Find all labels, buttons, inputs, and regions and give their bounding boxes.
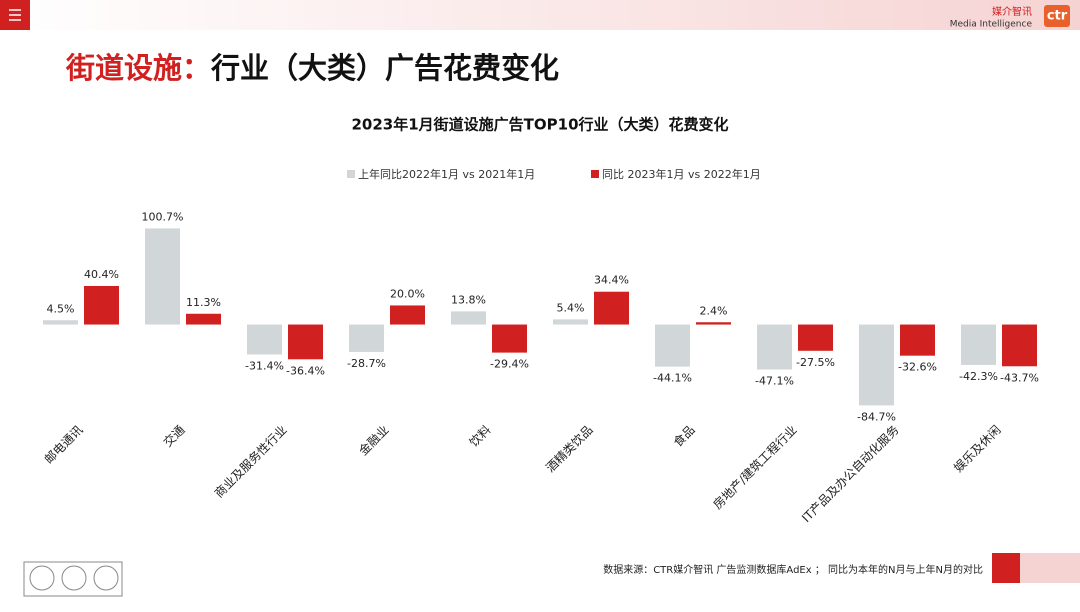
- bar: [1002, 324, 1037, 367]
- x-tick-label: 邮电通讯: [42, 423, 86, 467]
- title-highlight: 街道设施：: [65, 51, 211, 85]
- bar: [349, 324, 384, 352]
- x-tick-label: 金融业: [356, 422, 392, 458]
- x-tick-label: 房地产/建筑工程行业: [710, 422, 800, 512]
- value-label: -27.5%: [796, 356, 835, 369]
- value-label: -47.1%: [755, 375, 794, 388]
- value-label: 40.4%: [84, 268, 119, 281]
- x-tick-label: 酒精类饮品: [543, 423, 595, 475]
- value-label: -42.3%: [959, 370, 998, 383]
- value-label: 20.0%: [390, 287, 425, 300]
- bar: [859, 324, 894, 406]
- page-title: 街道设施：行业（大类）广告花费变化: [65, 51, 559, 85]
- value-label: -32.6%: [898, 361, 937, 374]
- legend-swatch: [591, 170, 599, 178]
- logo-badge: [1044, 5, 1070, 27]
- bar: [900, 324, 935, 356]
- bar: [553, 319, 588, 325]
- bar: [798, 324, 833, 351]
- top-bar: [0, 0, 1080, 30]
- title-rest: 行业（大类）广告花费变化: [210, 51, 559, 85]
- certification-logos: [23, 561, 123, 597]
- bar: [451, 311, 486, 325]
- x-tick-label: IT产品及办公自动化服务: [798, 422, 901, 525]
- plot: 上年同比2022年1月 vs 2021年1月 同比 2023年1月 vs 2022…: [42, 167, 1039, 525]
- legend-swatch: [347, 170, 355, 178]
- value-label: 11.3%: [186, 296, 221, 309]
- logo-mark: ctr: [1047, 9, 1068, 24]
- x-tick-label: 娱乐及休闲: [951, 423, 1003, 475]
- bar: [84, 285, 119, 325]
- bar: [492, 324, 527, 353]
- bar: [696, 322, 731, 325]
- bar: [961, 324, 996, 365]
- logo-en: Media Intelligence: [950, 20, 1033, 30]
- x-tick-label: 饮料: [467, 423, 494, 450]
- bar: [757, 324, 792, 370]
- value-label: -43.7%: [1000, 371, 1039, 384]
- value-label: 34.4%: [594, 274, 629, 287]
- bar: [655, 324, 690, 367]
- value-label: -36.4%: [286, 364, 325, 377]
- corner-accent: [992, 553, 1020, 583]
- value-label: -84.7%: [857, 410, 896, 423]
- legend-label: 同比 2023年1月 vs 2022年1月: [602, 167, 761, 181]
- value-label: 4.5%: [47, 302, 75, 315]
- logo-cn: 媒介智讯: [992, 5, 1032, 18]
- value-label: -29.4%: [490, 358, 529, 371]
- bar: [390, 305, 425, 325]
- corner-block: [1020, 553, 1080, 583]
- x-tick-label: 商业及服务性行业: [211, 422, 289, 500]
- bar: [247, 324, 282, 355]
- bar: [145, 228, 180, 325]
- source-note: 数据来源：CTR媒介智讯 广告监测数据库AdEx ； 同比为本年的N月与上年N月…: [603, 563, 983, 576]
- value-label: 13.8%: [451, 293, 486, 306]
- value-label: -44.1%: [653, 372, 692, 385]
- x-tick-label: 交通: [160, 422, 188, 450]
- value-label: -31.4%: [245, 360, 284, 373]
- menu-icon: [9, 9, 21, 21]
- x-tick-label: 食品: [670, 422, 698, 450]
- value-label: 5.4%: [557, 301, 585, 314]
- bar: [186, 313, 221, 325]
- value-label: 2.4%: [700, 304, 728, 317]
- value-label: -28.7%: [347, 357, 386, 370]
- bar: [43, 320, 78, 325]
- bar: [288, 324, 323, 360]
- bar: [594, 291, 629, 325]
- chart-title: 2023年1月街道设施广告TOP10行业（大类）花费变化: [351, 116, 728, 134]
- value-label: 100.7%: [142, 210, 184, 223]
- legend-label: 上年同比2022年1月 vs 2021年1月: [358, 167, 535, 181]
